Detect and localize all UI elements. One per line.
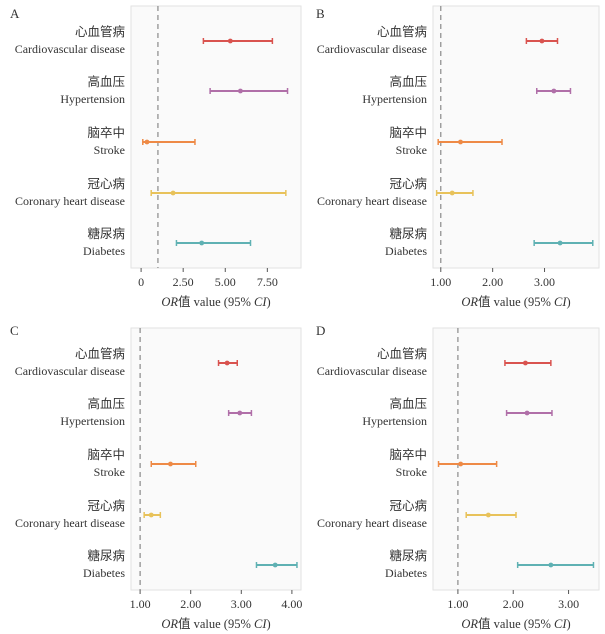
or-point	[557, 240, 563, 246]
category-label-zh: 脑卒中	[87, 125, 125, 140]
category-label-en: Hypertension	[60, 92, 125, 106]
category-label-en: Diabetes	[385, 566, 427, 580]
x-tick-label: 7.50	[257, 275, 278, 289]
x-tick-label: 3.00	[534, 275, 555, 289]
category-label-zh: 脑卒中	[389, 447, 427, 462]
or-point	[144, 139, 150, 145]
category-label-en: Hypertension	[362, 92, 427, 106]
category-label-en: Coronary heart disease	[15, 194, 125, 208]
category-label-zh: 心血管病	[377, 24, 427, 39]
panel-label: C	[10, 323, 19, 338]
category-label-en: Hypertension	[60, 414, 125, 428]
category-label-en: Cardiovascular disease	[317, 42, 427, 56]
or-point	[539, 38, 545, 44]
x-tick-label: 3.00	[558, 597, 579, 611]
category-label-zh: 糖尿病	[389, 548, 427, 563]
or-point	[523, 360, 528, 366]
x-axis-label: OR值 value (95% CI)	[161, 294, 270, 309]
x-tick-label: 1.00	[447, 597, 468, 611]
category-label-zh: 心血管病	[377, 346, 427, 361]
or-point	[170, 190, 176, 196]
x-tick-label: 1.00	[430, 275, 451, 289]
category-label-zh: 冠心病	[389, 498, 427, 513]
or-point	[449, 190, 455, 196]
x-tick-label: 2.00	[503, 597, 524, 611]
x-tick-label: 3.00	[231, 597, 252, 611]
category-label-en: Diabetes	[83, 566, 125, 580]
x-axis-label: OR值 value (95% CI)	[161, 616, 270, 631]
category-label-en: Coronary heart disease	[15, 516, 125, 530]
category-label-zh: 冠心病	[389, 176, 427, 191]
panel-label: B	[316, 6, 325, 21]
category-label-zh: 高血压	[389, 74, 427, 89]
category-label-en: Diabetes	[385, 244, 427, 258]
category-label-en: Diabetes	[83, 244, 125, 258]
category-label-en: Cardiovascular disease	[15, 364, 125, 378]
category-label-en: Cardiovascular disease	[317, 364, 427, 378]
or-point	[168, 461, 173, 467]
category-label-zh: 脑卒中	[389, 125, 427, 140]
category-label-zh: 高血压	[87, 396, 125, 411]
category-label-zh: 糖尿病	[87, 548, 125, 563]
or-point	[148, 512, 154, 518]
panel-label: D	[316, 323, 325, 338]
category-label-zh: 高血压	[87, 74, 125, 89]
x-axis-label: OR值 value (95% CI)	[461, 616, 570, 631]
x-tick-label: 2.00	[180, 597, 201, 611]
category-label-zh: 脑卒中	[87, 447, 125, 462]
plot-area	[130, 327, 302, 591]
category-label-en: Stroke	[94, 465, 125, 479]
category-label-zh: 糖尿病	[87, 226, 125, 241]
x-tick-label: 4.00	[281, 597, 302, 611]
or-point	[238, 88, 243, 94]
x-axis-label: OR值 value (95% CI)	[461, 294, 570, 309]
category-label-zh: 高血压	[389, 396, 427, 411]
plot-area	[432, 327, 600, 591]
or-point	[272, 562, 278, 568]
category-label-en: Coronary heart disease	[317, 194, 427, 208]
category-label-zh: 冠心病	[87, 176, 125, 191]
x-tick-label: 1.00	[130, 597, 151, 611]
category-label-en: Stroke	[396, 465, 427, 479]
x-tick-label: 2.50	[173, 275, 194, 289]
category-label-zh: 糖尿病	[389, 226, 427, 241]
plot-area	[432, 5, 600, 269]
category-label-zh: 冠心病	[87, 498, 125, 513]
or-point	[199, 240, 205, 246]
x-tick-label: 2.00	[482, 275, 503, 289]
or-point	[458, 461, 464, 467]
category-label-en: Hypertension	[362, 414, 427, 428]
category-label-en: Stroke	[94, 143, 125, 157]
x-tick-label: 0	[138, 275, 144, 289]
category-label-en: Cardiovascular disease	[15, 42, 125, 56]
or-point	[524, 410, 530, 416]
or-point	[227, 38, 233, 44]
or-point	[485, 512, 491, 518]
panel-label: A	[10, 6, 20, 21]
or-point	[224, 360, 230, 366]
or-point	[237, 410, 243, 416]
category-label-zh: 心血管病	[75, 346, 125, 361]
category-label-en: Coronary heart disease	[317, 516, 427, 530]
plot-area	[130, 5, 302, 269]
or-point	[551, 88, 557, 94]
or-point	[548, 562, 554, 568]
or-point	[458, 139, 463, 145]
x-tick-label: 5.00	[215, 275, 236, 289]
category-label-zh: 心血管病	[75, 24, 125, 39]
category-label-en: Stroke	[396, 143, 427, 157]
